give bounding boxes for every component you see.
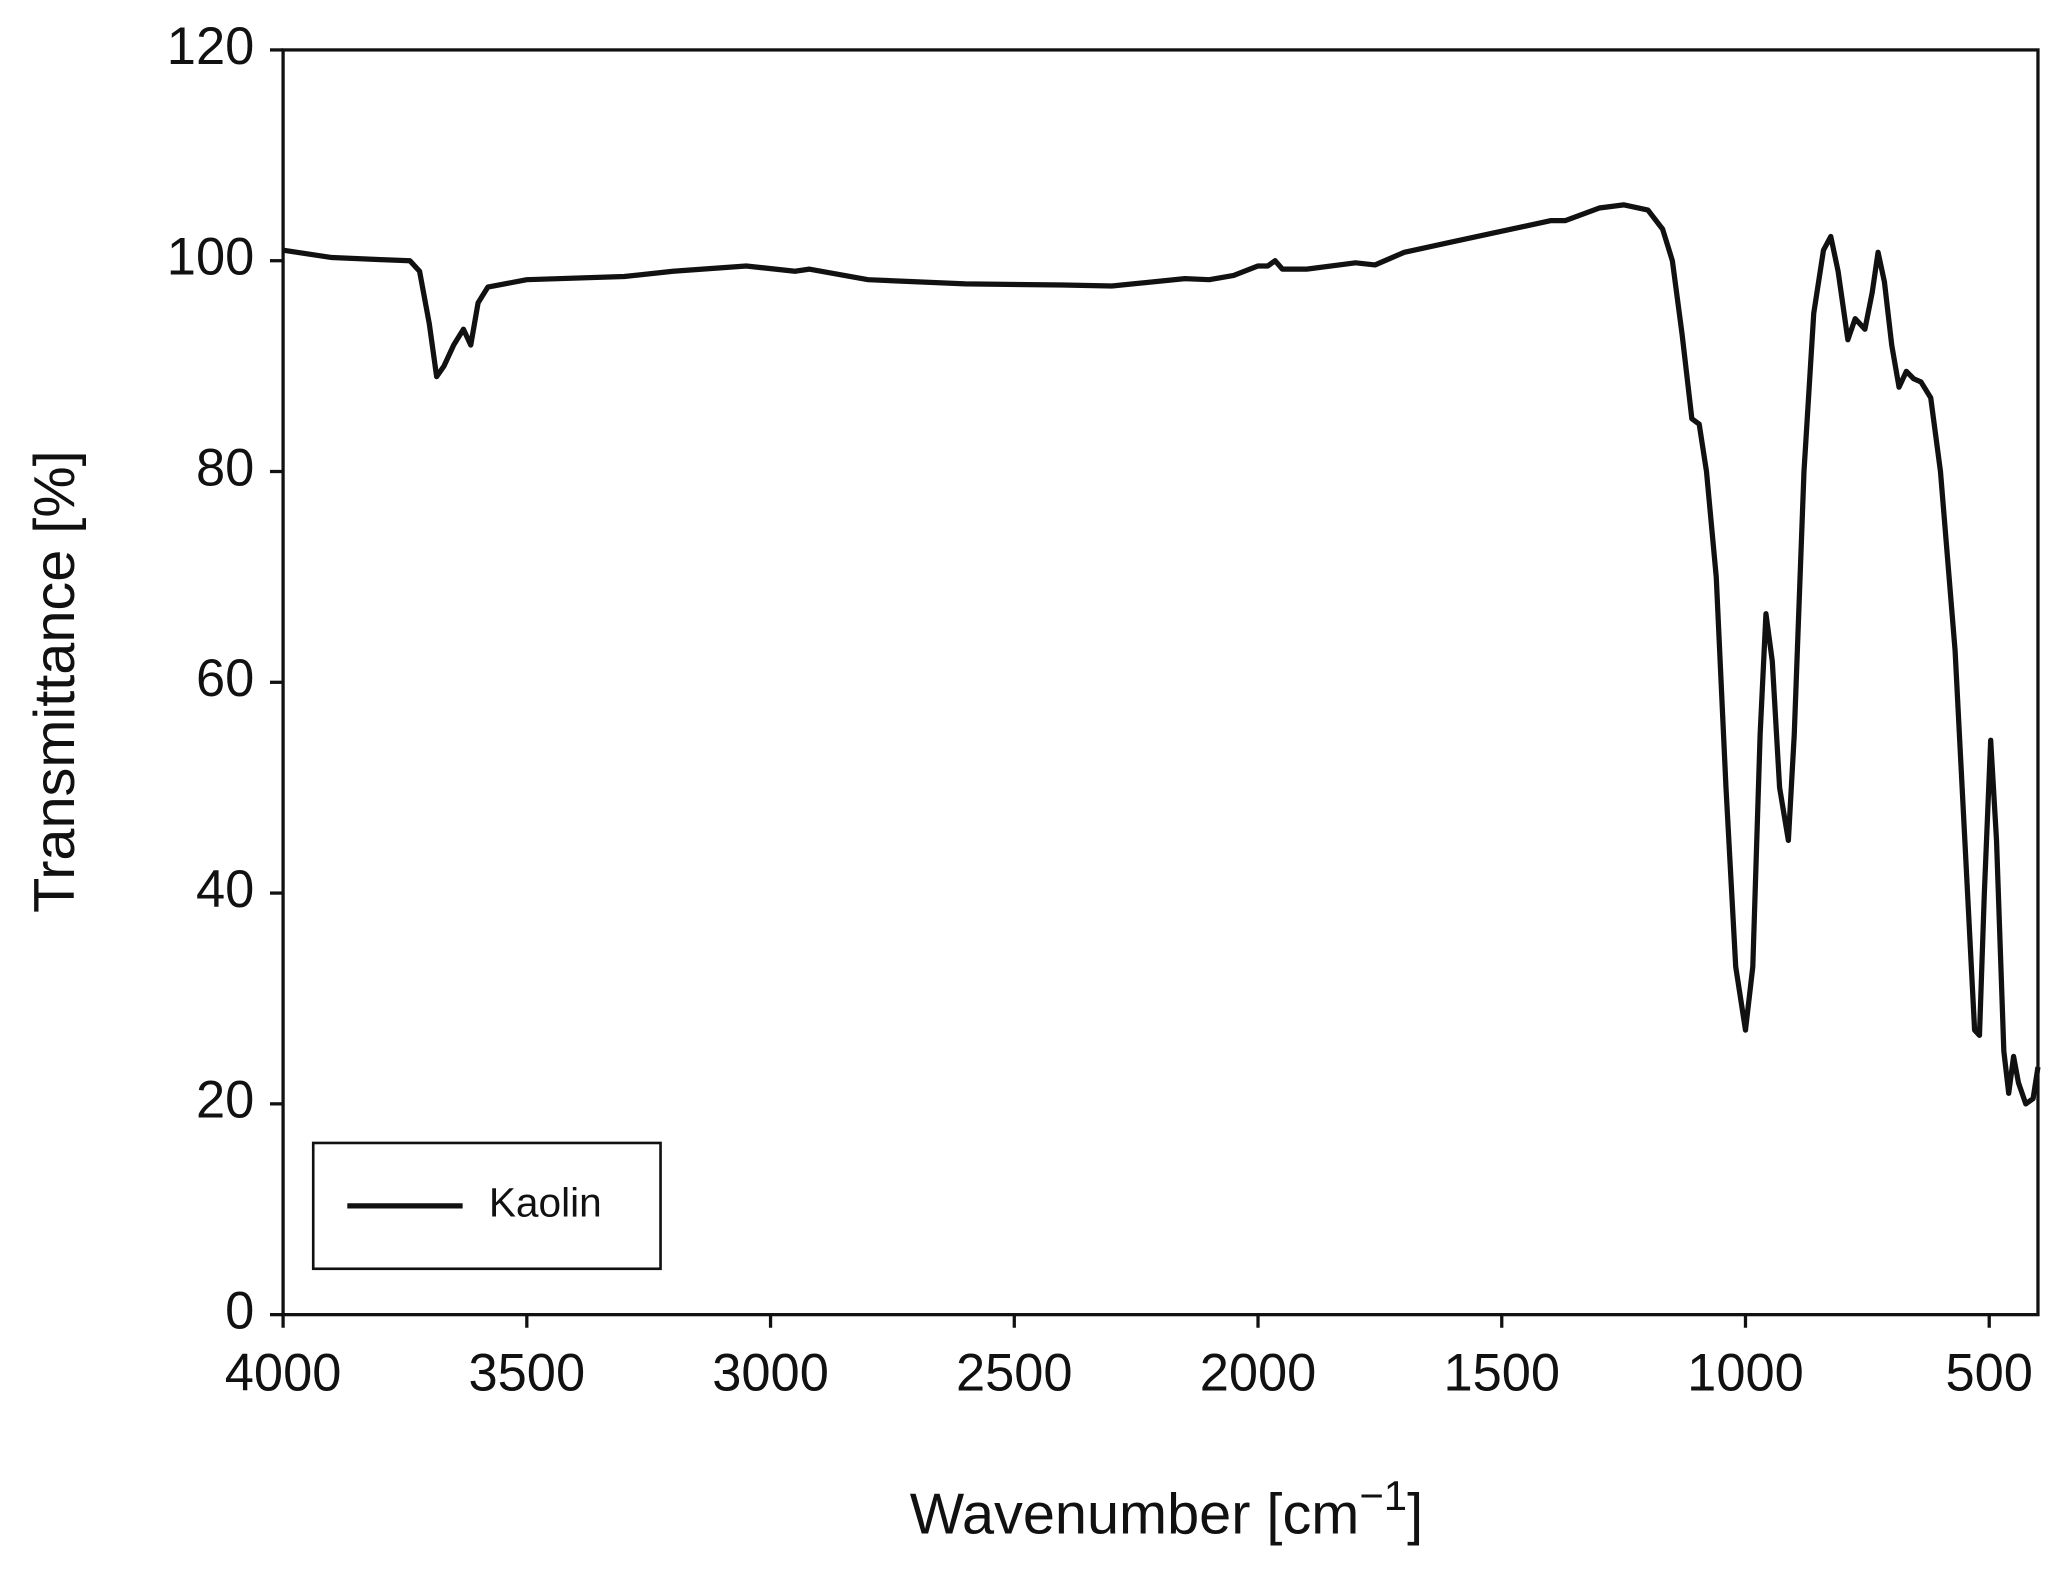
y-tick-label: 40 xyxy=(196,861,254,919)
legend-label: Kaolin xyxy=(489,1180,602,1226)
x-tick-label: 500 xyxy=(1945,1345,2032,1403)
y-tick-label: 100 xyxy=(167,229,254,287)
y-tick-label: 60 xyxy=(196,650,254,708)
y-tick-label: 120 xyxy=(167,18,254,76)
x-tick-label: 1500 xyxy=(1443,1345,1560,1403)
x-axis-label-superscript: −1 xyxy=(1359,1472,1407,1519)
x-tick-label: 3000 xyxy=(712,1345,829,1403)
x-tick-label: 2000 xyxy=(1200,1345,1317,1403)
x-tick-label: 4000 xyxy=(225,1345,342,1403)
x-axis-label-suffix: ] xyxy=(1407,1483,1423,1547)
y-tick-label: 20 xyxy=(196,1072,254,1130)
y-tick-label: 80 xyxy=(196,439,254,497)
spectrum-line xyxy=(282,202,2041,1107)
x-axis-label-text: Wavenumber [cm xyxy=(910,1483,1360,1547)
x-tick-label: 1000 xyxy=(1687,1345,1804,1403)
y-axis-label: Transmittance [%] xyxy=(23,450,87,912)
x-tick-label: 2500 xyxy=(956,1345,1073,1403)
x-axis-label: Wavenumber [cm−1] xyxy=(910,1472,1423,1547)
y-tick-label: 0 xyxy=(225,1282,254,1340)
x-tick-label: 3500 xyxy=(469,1345,586,1403)
